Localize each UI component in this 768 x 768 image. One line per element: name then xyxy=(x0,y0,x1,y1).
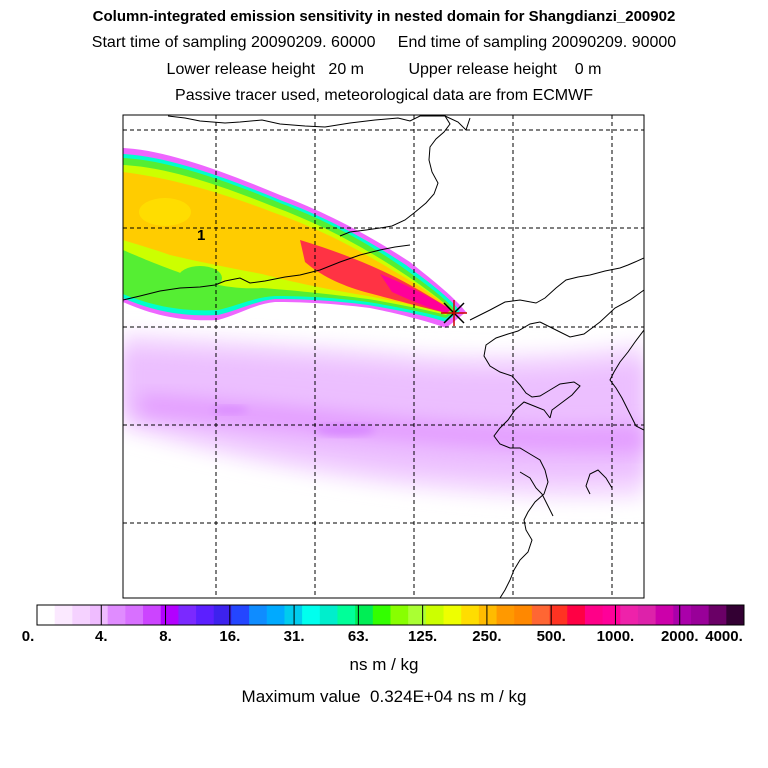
color-scale-cell xyxy=(284,605,303,625)
color-scale-tick-label: 1000. xyxy=(596,628,635,645)
color-scale-cell xyxy=(602,605,621,625)
color-scale-tick-label: 63. xyxy=(347,628,369,645)
color-scale-cell xyxy=(620,605,639,625)
color-scale-tick-label: 8. xyxy=(159,628,172,645)
color-scale-cell xyxy=(90,605,109,625)
color-scale-cell xyxy=(461,605,480,625)
emission-map: 1 xyxy=(122,114,645,599)
color-scale-tick-label: 500. xyxy=(536,628,566,645)
color-scale-tick-label: 31. xyxy=(283,628,305,645)
emission-plume xyxy=(123,148,466,328)
plot-title: Column-integrated emission sensitivity i… xyxy=(92,8,676,25)
color-scale-cell xyxy=(690,605,710,625)
maximum-value-note: Maximum value 0.324E+04 ns m / kg xyxy=(241,687,527,706)
color-scale-cell xyxy=(249,605,268,625)
color-scale-cell xyxy=(319,605,338,625)
coastlines-borders xyxy=(123,115,644,598)
color-scale-cell xyxy=(160,605,179,625)
star-cross-icon xyxy=(441,300,467,326)
color-scale-tick-label: 16. xyxy=(219,628,241,645)
color-scale-cell xyxy=(514,605,533,625)
color-scale-cell xyxy=(178,605,197,625)
color-scale-tick-label: 125. xyxy=(408,628,438,645)
diffuse-sensitivity-band xyxy=(123,332,644,500)
color-scale-cell xyxy=(726,605,745,625)
sampling-time-line: Start time of sampling 20090209. 60000 E… xyxy=(91,34,677,51)
color-scale-cell xyxy=(408,605,427,625)
color-scale-tick-label: 4000. xyxy=(705,628,743,645)
color-scale-tick-label: 4. xyxy=(95,628,108,645)
color-scale-bar xyxy=(36,604,745,626)
color-scale-unit: ns m / kg xyxy=(349,655,419,674)
color-scale-cell xyxy=(107,605,126,625)
color-scale-cell xyxy=(531,605,551,625)
color-scale-tick-label: 250. xyxy=(472,628,502,645)
color-scale-cell xyxy=(478,605,498,625)
color-scale-cell xyxy=(673,605,692,625)
color-scale-cell xyxy=(708,605,727,625)
tracer-info-line: Passive tracer used, meteorological data… xyxy=(175,87,593,104)
color-scale-cell xyxy=(37,605,56,625)
color-scale-cell xyxy=(302,605,321,625)
color-scale-cell xyxy=(231,605,250,625)
color-scale-cell xyxy=(355,605,374,625)
color-scale-cell xyxy=(125,605,144,625)
color-scale-tick-label: 2000. xyxy=(660,628,699,645)
map-grid xyxy=(123,115,644,598)
color-scale-cell xyxy=(655,605,674,625)
color-scale-cell xyxy=(72,605,91,625)
color-scale-cell xyxy=(567,605,586,625)
color-scale-cell xyxy=(266,605,285,625)
color-scale-cell xyxy=(637,605,657,625)
color-scale-cell xyxy=(549,605,568,625)
release-height-line: Lower release height 20 m Upper release … xyxy=(166,61,602,78)
color-scale-cell xyxy=(213,605,232,625)
color-scale-cell xyxy=(390,605,409,625)
color-scale-tick-label: 0. xyxy=(21,628,35,645)
color-scale-cell xyxy=(337,605,356,625)
map-frame xyxy=(122,114,645,599)
grid-label: 1 xyxy=(197,227,205,244)
color-scale-cell xyxy=(584,605,604,625)
color-scale-cell xyxy=(54,605,73,625)
color-scale-cell xyxy=(143,605,162,625)
color-scale-cell xyxy=(196,605,215,625)
color-scale-cell xyxy=(496,605,515,625)
color-scale-cell xyxy=(443,605,462,625)
color-scale-cell xyxy=(425,605,445,625)
color-scale-cell xyxy=(372,605,391,625)
